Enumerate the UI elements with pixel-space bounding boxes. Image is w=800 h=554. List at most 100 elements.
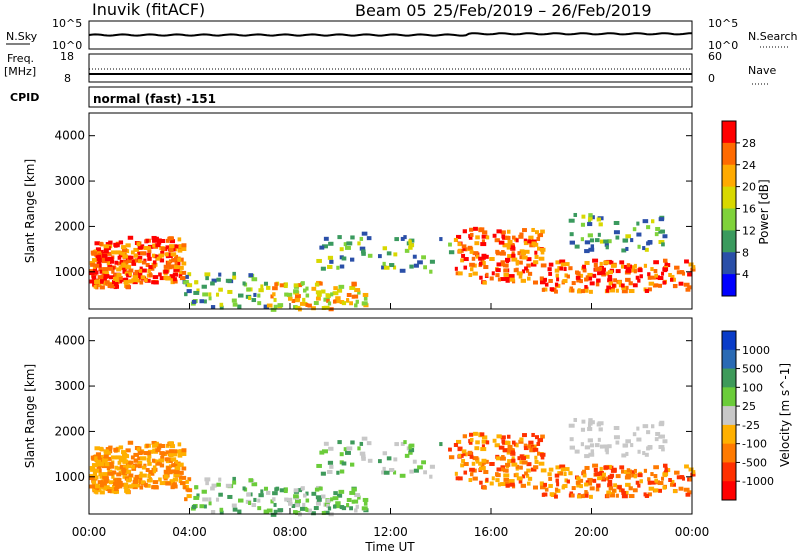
power-cell xyxy=(357,241,361,246)
velocity-cell xyxy=(478,461,482,466)
velocity-cell xyxy=(650,480,656,485)
power-cell xyxy=(362,292,369,297)
power-cell xyxy=(480,242,487,247)
time-axis: 00:00 04:00 08:00 12:00 16:00 20:00 00:00 xyxy=(72,303,709,539)
power-cell xyxy=(165,245,172,250)
power-cell xyxy=(496,262,501,267)
velocity-cell xyxy=(539,485,546,490)
velocity-cell xyxy=(544,487,549,492)
power-cell xyxy=(664,261,668,266)
power-cell xyxy=(203,299,207,304)
velocity-cell xyxy=(225,483,232,488)
velocity-cell xyxy=(302,493,307,498)
power-cell xyxy=(123,280,129,285)
velocity-cell xyxy=(134,476,139,481)
power-cell xyxy=(258,288,264,293)
power-cell xyxy=(559,266,564,271)
velocity-cell xyxy=(345,450,351,455)
power-cell xyxy=(653,269,658,274)
power-cell xyxy=(92,267,98,272)
power-cell xyxy=(615,269,621,274)
power-cell xyxy=(456,234,462,239)
colorbar-swatch xyxy=(722,142,736,166)
power-cell xyxy=(321,306,326,311)
colorbar-swatch xyxy=(722,186,736,209)
velocity-cell xyxy=(536,441,541,446)
velocity-cell xyxy=(568,423,575,428)
velocity-cell xyxy=(495,478,500,483)
power-cell xyxy=(152,243,156,248)
power-cell xyxy=(534,254,539,259)
velocity-cell xyxy=(661,447,665,452)
power-cell xyxy=(503,268,509,273)
velocity-panel: 4000 3000 2000 1000 Slant Range [km] 1000 50… xyxy=(23,317,792,517)
velocity-cell xyxy=(218,477,222,482)
power-cell xyxy=(151,253,156,258)
velocity-cell xyxy=(164,457,169,462)
velocity-cell xyxy=(151,485,156,490)
power-cell xyxy=(403,235,407,240)
power-cell xyxy=(246,287,251,292)
power-cell xyxy=(520,251,527,256)
power-cell xyxy=(480,227,485,232)
velocity-cell xyxy=(448,455,455,460)
velocity-cell xyxy=(586,481,593,486)
velocity-cell xyxy=(266,508,273,513)
power-cell xyxy=(539,280,546,285)
velocity-cell xyxy=(643,468,648,473)
velocity-cell xyxy=(685,492,691,497)
power-cell xyxy=(500,260,505,265)
velocity-cell xyxy=(211,483,217,488)
velocity-cell xyxy=(151,458,156,463)
power-cell xyxy=(657,276,664,281)
power-cell xyxy=(131,278,138,283)
velocity-cell xyxy=(503,473,509,478)
power-cell xyxy=(181,261,187,266)
velocity-cell xyxy=(580,442,584,447)
power-cell xyxy=(181,247,187,252)
velocity-cell xyxy=(608,486,614,491)
power-cell xyxy=(650,219,655,224)
velocity-cell xyxy=(472,456,479,461)
velocity-cell xyxy=(248,478,254,483)
velocity-cell xyxy=(469,437,474,442)
velocity-cell xyxy=(594,472,601,477)
power-cell xyxy=(311,306,316,311)
velocity-cell xyxy=(606,490,612,495)
velocity-cell xyxy=(147,454,152,459)
velocity-cell xyxy=(636,437,642,442)
velocity-cell xyxy=(604,447,609,452)
power-cell xyxy=(389,263,395,268)
velocity-cell xyxy=(566,479,570,484)
velocity-cell xyxy=(127,440,134,445)
power-cell xyxy=(637,244,641,249)
velocity-cell xyxy=(98,462,102,467)
velocity-cell xyxy=(580,494,586,499)
power-cell xyxy=(548,278,553,283)
power-cell xyxy=(313,301,319,306)
velocity-cell xyxy=(394,442,399,447)
power-cell xyxy=(346,298,350,303)
velocity-cell xyxy=(598,427,603,432)
velocity-cell xyxy=(321,511,326,516)
power-cell xyxy=(588,247,595,252)
power-cell xyxy=(507,239,513,244)
power-cell xyxy=(393,252,398,257)
velocity-cell xyxy=(137,450,144,455)
velocity-cell xyxy=(457,447,462,452)
velocity-cell xyxy=(297,488,302,493)
power-cell xyxy=(628,281,633,286)
velocity-cell xyxy=(625,490,629,495)
power-cell xyxy=(242,281,246,286)
power-cell xyxy=(159,276,166,281)
velocity-cell xyxy=(305,507,309,512)
velocity-cell xyxy=(118,445,124,450)
velocity-cell xyxy=(367,458,373,463)
power-cell xyxy=(193,290,200,295)
velocity-cell xyxy=(141,473,147,478)
power-cell xyxy=(621,285,627,290)
power-cell xyxy=(349,301,353,306)
power-cell xyxy=(295,294,301,299)
velocity-cell xyxy=(205,481,209,486)
